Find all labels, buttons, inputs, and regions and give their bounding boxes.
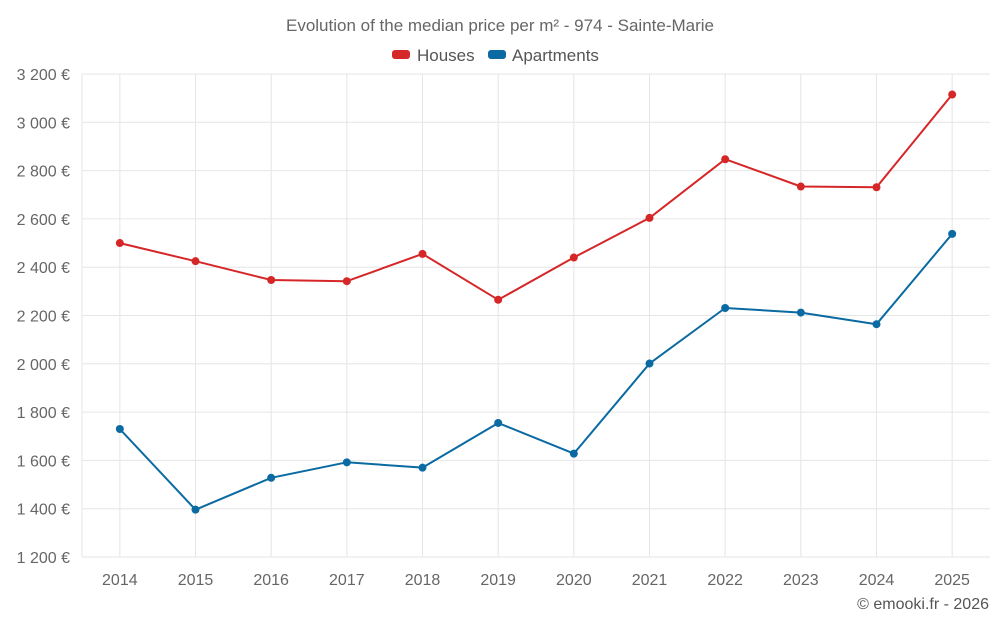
legend-swatch bbox=[488, 50, 506, 59]
legend-label: Apartments bbox=[512, 46, 599, 65]
data-point[interactable] bbox=[267, 275, 276, 284]
series-line bbox=[119, 233, 953, 511]
x-tick-label: 2025 bbox=[934, 572, 970, 589]
y-tick-label: 2 600 € bbox=[17, 212, 70, 229]
x-tick-label: 2020 bbox=[556, 572, 592, 589]
x-tick-label: 2016 bbox=[253, 572, 289, 589]
series-houses bbox=[115, 90, 957, 304]
y-tick-label: 3 000 € bbox=[17, 115, 70, 132]
grid bbox=[81, 73, 990, 558]
credit-text: © emooki.fr - 2026 bbox=[857, 596, 989, 613]
x-tick-label: 2018 bbox=[405, 572, 441, 589]
y-tick-label: 1 400 € bbox=[17, 502, 70, 519]
data-point[interactable] bbox=[267, 473, 276, 482]
data-point[interactable] bbox=[872, 320, 881, 329]
x-tick-label: 2019 bbox=[480, 572, 516, 589]
data-point[interactable] bbox=[721, 304, 730, 313]
legend-label: Houses bbox=[417, 46, 475, 65]
y-tick-label: 2 800 € bbox=[17, 164, 70, 181]
data-point[interactable] bbox=[569, 449, 578, 458]
x-tick-label: 2021 bbox=[632, 572, 668, 589]
x-tick-label: 2022 bbox=[707, 572, 743, 589]
data-point[interactable] bbox=[191, 257, 200, 266]
data-point[interactable] bbox=[569, 253, 578, 262]
data-point[interactable] bbox=[115, 239, 124, 248]
data-point[interactable] bbox=[115, 425, 124, 434]
data-point[interactable] bbox=[342, 458, 351, 467]
y-axis: 1 200 € 1 400 € 1 600 € 1 800 € 2 000 € 2 200… bbox=[17, 67, 70, 567]
data-point[interactable] bbox=[645, 213, 654, 222]
data-point[interactable] bbox=[418, 249, 427, 258]
series-line bbox=[119, 93, 953, 301]
x-tick-label: 2017 bbox=[329, 572, 365, 589]
x-tick-label: 2015 bbox=[178, 572, 214, 589]
y-tick-label: 2 200 € bbox=[17, 309, 70, 326]
data-point[interactable] bbox=[796, 182, 805, 191]
y-tick-label: 1 600 € bbox=[17, 453, 70, 470]
data-point[interactable] bbox=[418, 463, 427, 472]
data-point[interactable] bbox=[948, 229, 957, 238]
y-tick-label: 1 800 € bbox=[17, 405, 70, 422]
y-tick-label: 2 400 € bbox=[17, 260, 70, 277]
series-apartments bbox=[115, 229, 957, 514]
data-point[interactable] bbox=[721, 155, 730, 164]
legend: Houses Apartments bbox=[392, 46, 599, 65]
data-point[interactable] bbox=[872, 183, 881, 192]
x-axis: 2014 2015 2016 2017 2018 2019 2020 2021 2022 2023… bbox=[102, 572, 970, 589]
data-point[interactable] bbox=[342, 277, 351, 286]
legend-swatch bbox=[392, 50, 410, 59]
data-point[interactable] bbox=[494, 418, 503, 427]
data-point[interactable] bbox=[796, 308, 805, 317]
data-point[interactable] bbox=[948, 90, 957, 99]
chart-title: Evolution of the median price per m² - 9… bbox=[286, 16, 714, 35]
series bbox=[115, 90, 957, 514]
y-tick-label: 2 000 € bbox=[17, 357, 70, 374]
data-point[interactable] bbox=[645, 359, 654, 368]
x-tick-label: 2024 bbox=[859, 572, 895, 589]
x-tick-label: 2014 bbox=[102, 572, 138, 589]
y-tick-label: 1 200 € bbox=[17, 550, 70, 567]
y-tick-label: 3 200 € bbox=[17, 67, 70, 84]
data-point[interactable] bbox=[494, 295, 503, 304]
data-point[interactable] bbox=[191, 505, 200, 514]
x-tick-label: 2023 bbox=[783, 572, 819, 589]
